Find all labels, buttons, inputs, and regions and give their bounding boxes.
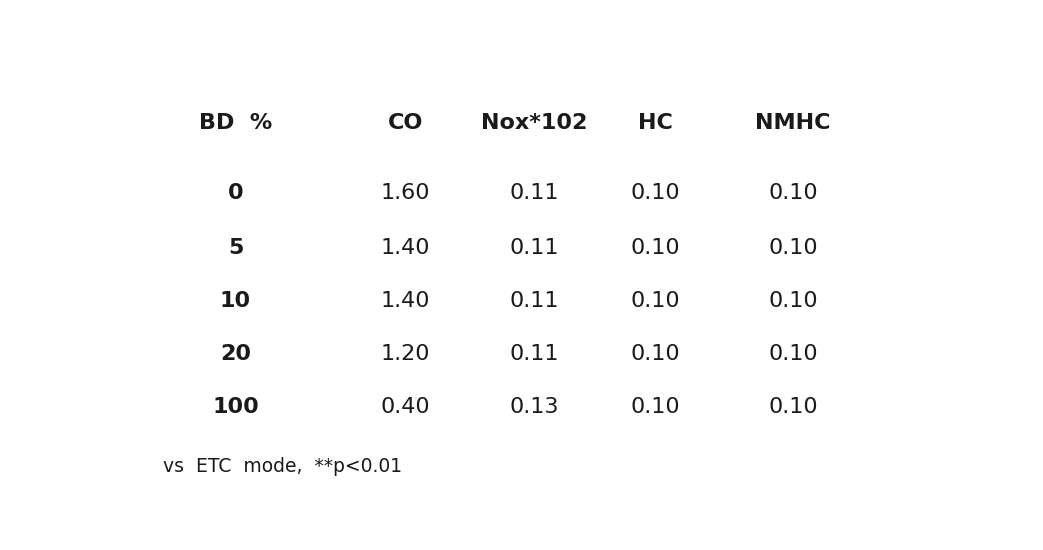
- Text: 0.11: 0.11: [510, 344, 559, 364]
- Text: 1.20: 1.20: [381, 344, 430, 364]
- Text: 0.10: 0.10: [631, 238, 681, 258]
- Text: 1.60: 1.60: [381, 183, 430, 203]
- Text: vs  ETC  mode,  **p<0.01: vs ETC mode, **p<0.01: [163, 456, 402, 476]
- Text: 0.10: 0.10: [769, 291, 818, 311]
- Text: 0.11: 0.11: [510, 291, 559, 311]
- Text: NMHC: NMHC: [755, 113, 831, 133]
- Text: 20: 20: [220, 344, 251, 364]
- Text: CO: CO: [388, 113, 422, 133]
- Text: 0.10: 0.10: [631, 397, 681, 417]
- Text: 0.11: 0.11: [510, 183, 559, 203]
- Text: 10: 10: [220, 291, 251, 311]
- Text: 0.10: 0.10: [631, 291, 681, 311]
- Text: 0.10: 0.10: [769, 397, 818, 417]
- Text: 0.10: 0.10: [769, 183, 818, 203]
- Text: 0: 0: [227, 183, 243, 203]
- Text: Nox*102: Nox*102: [482, 113, 587, 133]
- Text: 5: 5: [227, 238, 243, 258]
- Text: 100: 100: [212, 397, 259, 417]
- Text: 0.10: 0.10: [769, 344, 818, 364]
- Text: 1.40: 1.40: [381, 238, 430, 258]
- Text: 0.11: 0.11: [510, 238, 559, 258]
- Text: 0.40: 0.40: [381, 397, 430, 417]
- Text: 0.13: 0.13: [510, 397, 559, 417]
- Text: BD  %: BD %: [199, 113, 272, 133]
- Text: 0.10: 0.10: [631, 344, 681, 364]
- Text: 0.10: 0.10: [631, 183, 681, 203]
- Text: HC: HC: [638, 113, 673, 133]
- Text: 0.10: 0.10: [769, 238, 818, 258]
- Text: 1.40: 1.40: [381, 291, 430, 311]
